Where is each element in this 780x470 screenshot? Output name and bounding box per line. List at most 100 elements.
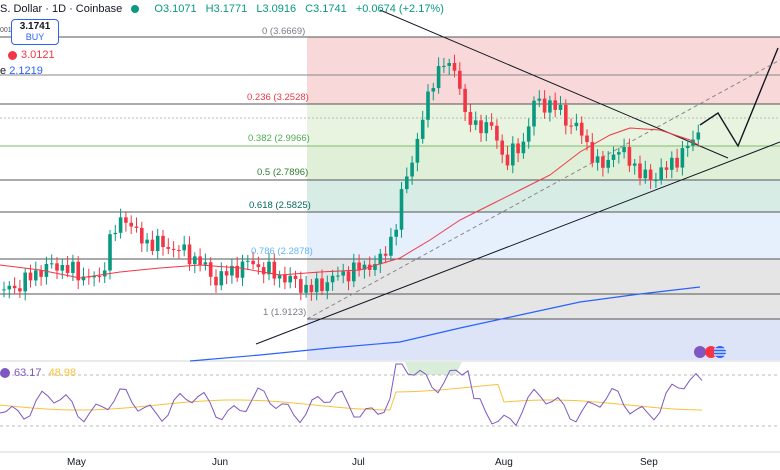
- candle-body: [394, 229, 398, 237]
- candle-body: [373, 264, 377, 270]
- candle-body: [442, 65, 446, 67]
- horizontal-levels: [0, 36, 780, 320]
- candle-body: [336, 275, 340, 277]
- candle-body: [309, 284, 314, 293]
- candle-body: [208, 262, 213, 277]
- candle-body: [638, 163, 642, 179]
- rsi-ma-value: 48.98: [48, 367, 77, 379]
- candle-body: [521, 141, 526, 154]
- candle-body: [288, 275, 292, 283]
- candle-body: [261, 267, 266, 275]
- candle-body: [81, 276, 86, 281]
- symbol-title[interactable]: S. Dollar · 1D · Coinbase: [0, 3, 123, 15]
- candle-body: [2, 289, 6, 291]
- rsi-icon: [0, 368, 10, 379]
- candle-body: [39, 270, 43, 277]
- candle-body: [325, 282, 330, 292]
- candle-body: [28, 272, 33, 281]
- candle-body: [410, 162, 414, 177]
- candle-body: [256, 264, 261, 268]
- candle-body: [505, 154, 510, 166]
- candle-body: [500, 140, 504, 155]
- candle-body: [246, 260, 250, 262]
- rsi-pane: [0, 362, 780, 427]
- candle-body: [150, 239, 155, 251]
- candle-body: [680, 148, 685, 168]
- candle-body: [532, 100, 536, 127]
- candle-body: [49, 263, 54, 265]
- candle-body: [203, 262, 208, 265]
- buy-price: 3.1741: [19, 21, 51, 32]
- candle-body: [415, 138, 420, 163]
- candle-body: [161, 235, 165, 248]
- candle-body: [251, 260, 255, 265]
- candle-body: [235, 265, 239, 278]
- candle-body: [595, 156, 600, 163]
- candle-body: [304, 284, 308, 293]
- candle-body: [632, 163, 637, 166]
- ma1-value: 3.0121: [21, 49, 55, 61]
- candle-body: [92, 276, 96, 278]
- fib-level-label: 1 (1.9123): [263, 307, 307, 318]
- candle-body: [574, 122, 579, 127]
- candle-body: [611, 154, 616, 160]
- candle-body: [171, 248, 176, 250]
- candle-body: [224, 271, 229, 276]
- candle-body: [267, 261, 271, 275]
- candle-body: [378, 253, 383, 265]
- candle-body: [293, 275, 298, 280]
- candle-body: [219, 271, 224, 286]
- candle-body: [405, 176, 409, 190]
- candle-body: [685, 145, 690, 149]
- candle-body: [542, 98, 547, 113]
- candle-body: [12, 285, 17, 289]
- candle-body: [579, 122, 584, 136]
- fib-level-label: 0.786 (2.2878): [251, 246, 313, 257]
- candle-body: [182, 244, 186, 251]
- candle-body: [383, 253, 388, 256]
- ohlc-high: H3.1771: [205, 3, 248, 15]
- candle-body: [314, 278, 319, 293]
- rsi-legend[interactable]: 63.17 48.98: [0, 367, 76, 379]
- fib-level-label: 0.382 (2.9966): [248, 133, 310, 144]
- ma2-prefix: e: [0, 65, 7, 77]
- symbol-header: S. Dollar · 1D · Coinbase O3.1071 H3.177…: [0, 2, 444, 16]
- ohlc-change: +0.0674 (+2.17%): [355, 3, 444, 15]
- candle-body: [198, 256, 202, 265]
- candle-body: [277, 274, 282, 279]
- candle-body: [155, 235, 160, 251]
- candle-body: [606, 159, 610, 168]
- rsi-ma-line: [0, 383, 703, 411]
- candle-body: [648, 169, 653, 181]
- candle-body: [489, 122, 494, 126]
- candle-body: [617, 152, 621, 155]
- candle-body: [458, 70, 462, 89]
- ma-slow-path: [189, 286, 701, 362]
- candle-body: [627, 147, 632, 166]
- candle-body: [44, 263, 49, 277]
- candle-body: [7, 285, 12, 290]
- candle-body: [240, 261, 245, 278]
- ma2-legend[interactable]: e 2.1219: [0, 65, 43, 78]
- ma1-legend[interactable]: 3.0121: [0, 49, 55, 62]
- ma2-value: 2.1219: [9, 65, 43, 77]
- candle-body: [214, 276, 218, 286]
- candle-body: [664, 167, 669, 170]
- candle-body: [643, 169, 648, 179]
- ma-fast-path: [0, 127, 701, 279]
- candle-body: [659, 167, 663, 181]
- candle-body: [108, 234, 112, 271]
- candle-body: [320, 278, 324, 292]
- fib-level-label: 0 (3.6669): [262, 26, 306, 37]
- candle-body: [473, 120, 478, 125]
- fib-level-label: 0.618 (2.5825): [249, 200, 311, 211]
- candle-body: [140, 227, 144, 244]
- candle-body: [468, 112, 473, 125]
- candle-body: [177, 249, 181, 251]
- ma-fast-line: [0, 127, 701, 279]
- candle-body: [272, 261, 277, 279]
- ma-slow-line: [189, 286, 701, 362]
- candle-body: [622, 147, 626, 153]
- buy-button[interactable]: 3.1741 BUY: [11, 19, 59, 45]
